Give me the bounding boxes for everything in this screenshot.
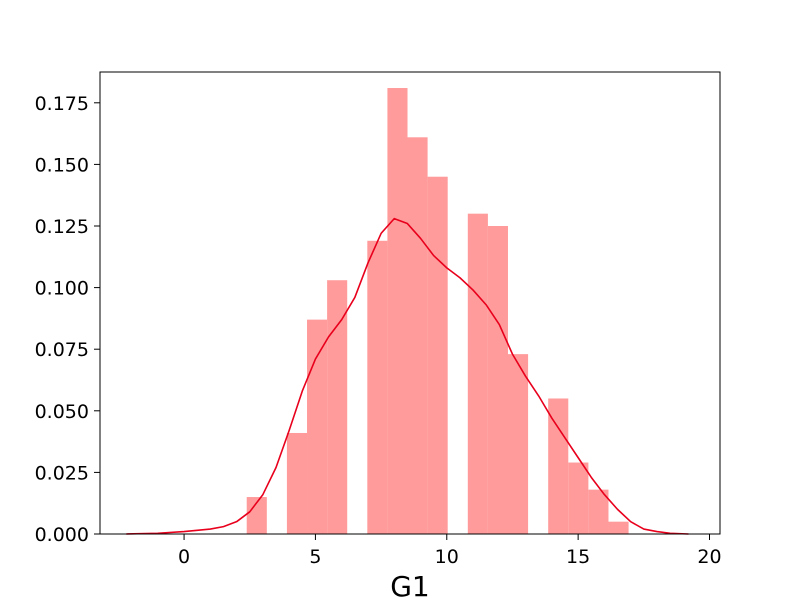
histogram-bar-1 — [286, 432, 308, 534]
y-tick-label: 0.075 — [35, 339, 89, 361]
histogram-bar-8 — [467, 213, 488, 534]
histogram-bar-6 — [407, 137, 428, 535]
histogram-bar-7 — [427, 176, 448, 534]
y-tick-label: 0.150 — [35, 154, 89, 176]
histogram-bar-5 — [387, 88, 408, 535]
y-axis-ticks: 0.000 0.025 0.050 0.075 0.100 0.125 0.150 0.175 — [35, 93, 100, 546]
histogram-bar-9 — [487, 226, 508, 534]
plot-frame — [99, 71, 721, 535]
x-tick-label: 5 — [309, 546, 321, 568]
x-tick-label: 20 — [697, 546, 721, 568]
histogram-bar-12 — [568, 462, 589, 534]
kde-curve — [126, 217, 689, 535]
y-tick-label: 0.050 — [35, 401, 89, 423]
histogram-bar-4 — [367, 240, 388, 534]
x-tick-label: 15 — [566, 546, 590, 568]
y-tick-label: 0.000 — [35, 524, 89, 546]
kde-curve-layer — [126, 217, 689, 535]
histogram-bar-0 — [246, 497, 267, 534]
y-tick-label: 0.100 — [35, 278, 89, 300]
x-axis-label: G1 — [390, 570, 430, 600]
x-axis-ticks: 0 5 10 15 20 — [178, 534, 722, 568]
x-tick-label: 10 — [435, 546, 459, 568]
histogram-bar-3 — [327, 280, 348, 534]
histogram-bar-2 — [307, 319, 328, 534]
histogram-bar-11 — [548, 398, 569, 534]
histogram-bar-14 — [608, 521, 629, 534]
y-tick-label: 0.025 — [35, 462, 89, 484]
x-tick-label: 0 — [178, 546, 190, 568]
y-tick-label: 0.175 — [35, 93, 89, 115]
histogram-bar-13 — [588, 489, 609, 534]
y-tick-label: 0.125 — [35, 216, 89, 238]
histogram-bars — [246, 88, 629, 535]
histogram-bar-10 — [507, 354, 529, 534]
